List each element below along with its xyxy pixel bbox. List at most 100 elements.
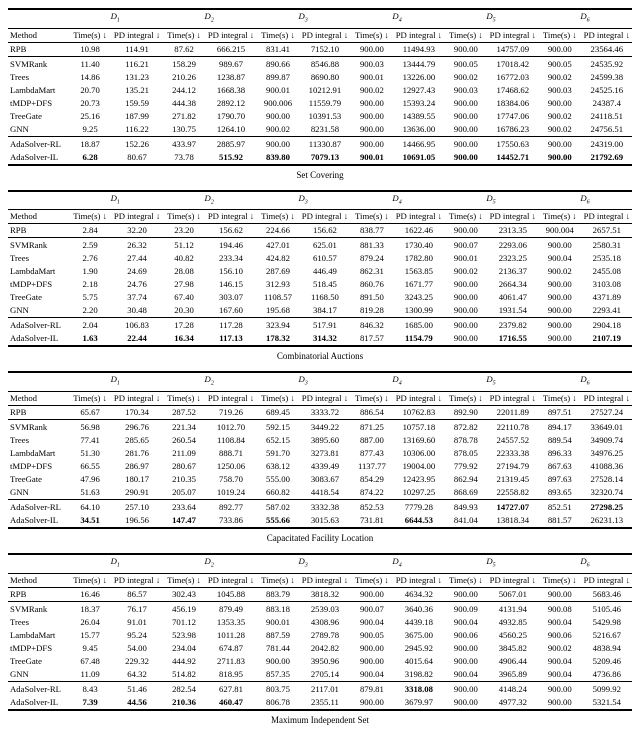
val-cell: 1011.28	[206, 629, 256, 642]
val-cell: 896.33	[538, 447, 582, 460]
val-cell: 2107.19	[582, 332, 632, 346]
val-cell: 888.71	[206, 447, 256, 460]
val-cell: 1108.57	[256, 291, 300, 304]
val-cell: 3273.81	[300, 447, 350, 460]
val-cell: 51.30	[68, 447, 112, 460]
val-cell: 4061.47	[488, 291, 538, 304]
method-cell: AdaSolver-RL	[8, 319, 68, 332]
val-cell: 819.28	[350, 304, 394, 318]
val-cell: 900.02	[444, 265, 488, 278]
val-cell: 67.48	[68, 655, 112, 668]
val-cell: 900.01	[256, 616, 300, 629]
val-cell: 879.49	[206, 603, 256, 616]
val-cell: 3675.00	[394, 629, 444, 642]
val-cell: 3895.60	[300, 434, 350, 447]
val-cell: 12927.43	[394, 84, 444, 97]
val-cell: 2705.14	[300, 668, 350, 682]
col-d2: D2	[162, 554, 256, 573]
val-cell: 900.00	[350, 587, 394, 601]
val-cell: 5683.46	[582, 587, 632, 601]
val-cell: 555.66	[256, 514, 300, 528]
val-cell: 900.07	[350, 603, 394, 616]
val-cell: 733.86	[206, 514, 256, 528]
val-cell: 839.80	[256, 151, 300, 165]
val-cell: 889.54	[538, 434, 582, 447]
val-cell: 2.76	[68, 252, 112, 265]
val-cell: 8.43	[68, 683, 112, 696]
val-cell: 91.01	[112, 616, 162, 629]
method-cell: SVMRank	[8, 421, 68, 434]
val-cell: 30.48	[112, 304, 162, 318]
val-cell: 3083.67	[300, 473, 350, 486]
val-cell: 857.35	[256, 668, 300, 682]
val-cell: 1563.85	[394, 265, 444, 278]
val-cell: 27527.24	[582, 406, 632, 420]
val-cell: 147.47	[162, 514, 206, 528]
val-cell: 900.00	[444, 110, 488, 123]
val-cell: 900.04	[444, 668, 488, 682]
col-time-6: Time(s) ↓	[538, 28, 582, 42]
method-cell: LambdaMart	[8, 447, 68, 460]
val-cell: 296.76	[112, 421, 162, 434]
val-cell: 444.92	[162, 655, 206, 668]
val-cell: 1353.35	[206, 616, 256, 629]
val-cell: 1250.06	[206, 460, 256, 473]
col-method: Method	[8, 210, 68, 224]
val-cell: 286.97	[112, 460, 162, 473]
results-table: D1D2D3D4D5D6MethodTime(s) ↓PD integral ↓…	[8, 553, 632, 711]
col-d4: D4	[350, 554, 444, 573]
col-pd-3: PD integral ↓	[300, 28, 350, 42]
col-d5: D5	[444, 9, 538, 28]
val-cell: 4418.54	[300, 486, 350, 500]
val-cell: 13169.60	[394, 434, 444, 447]
val-cell: 900.00	[444, 291, 488, 304]
val-cell: 16.46	[68, 587, 112, 601]
method-cell: SVMRank	[8, 603, 68, 616]
col-time-5: Time(s) ↓	[444, 573, 488, 587]
val-cell: 33649.01	[582, 421, 632, 434]
val-cell: 2.59	[68, 239, 112, 252]
val-cell: 44.56	[112, 696, 162, 710]
col-pd-6: PD integral ↓	[582, 28, 632, 42]
val-cell: 205.07	[162, 486, 206, 500]
val-cell: 34976.25	[582, 447, 632, 460]
val-cell: 14757.09	[488, 42, 538, 56]
val-cell: 22110.78	[488, 421, 538, 434]
val-cell: 1264.10	[206, 123, 256, 137]
val-cell: 886.54	[350, 406, 394, 420]
val-cell: 32320.74	[582, 486, 632, 500]
val-cell: 4560.25	[488, 629, 538, 642]
val-cell: 10762.83	[394, 406, 444, 420]
val-cell: 3333.72	[300, 406, 350, 420]
val-cell: 900.00	[538, 683, 582, 696]
val-cell: 660.82	[256, 486, 300, 500]
val-cell: 900.00	[444, 224, 488, 238]
val-cell: 1238.87	[206, 71, 256, 84]
val-cell: 862.31	[350, 265, 394, 278]
val-cell: 384.17	[300, 304, 350, 318]
val-cell: 23564.46	[582, 42, 632, 56]
val-cell: 877.43	[350, 447, 394, 460]
val-cell: 900.00	[444, 696, 488, 710]
val-cell: 117.28	[206, 319, 256, 332]
val-cell: 887.59	[256, 629, 300, 642]
val-cell: 24118.51	[582, 110, 632, 123]
val-cell: 872.82	[444, 421, 488, 434]
val-cell: 2539.03	[300, 603, 350, 616]
val-cell: 891.50	[350, 291, 394, 304]
val-cell: 900.04	[538, 655, 582, 668]
val-cell: 159.59	[112, 97, 162, 110]
val-cell: 170.34	[112, 406, 162, 420]
val-cell: 897.63	[538, 473, 582, 486]
col-method: Method	[8, 28, 68, 42]
method-cell: AdaSolver-RL	[8, 501, 68, 514]
val-cell: 900.01	[444, 252, 488, 265]
val-cell: 257.10	[112, 501, 162, 514]
val-cell: 806.78	[256, 696, 300, 710]
method-cell: tMDP+DFS	[8, 642, 68, 655]
col-pd-1: PD integral ↓	[112, 392, 162, 406]
val-cell: 2313.35	[488, 224, 538, 238]
val-cell: 302.43	[162, 587, 206, 601]
val-cell: 2789.78	[300, 629, 350, 642]
method-cell: GNN	[8, 668, 68, 682]
